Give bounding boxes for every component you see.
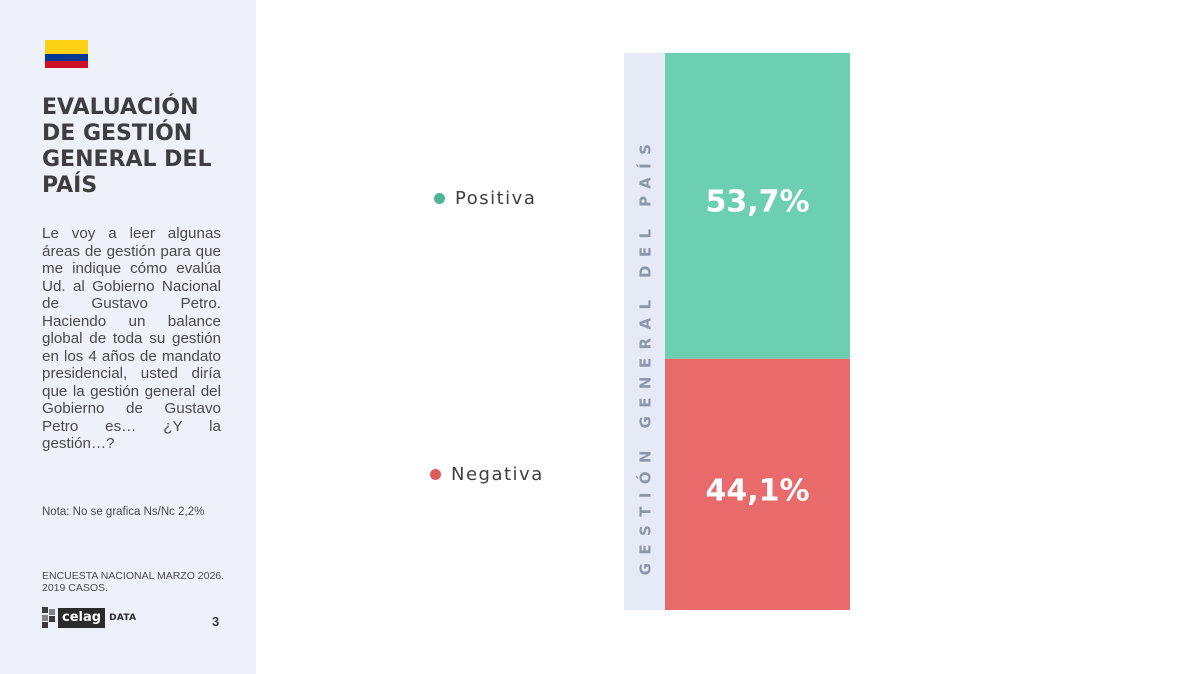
stacked-bar-chart: GESTIÓN GENERAL DEL PAÍS 53,7% 44,1%	[624, 53, 850, 610]
legend-item-negativa: Negativa	[430, 464, 544, 485]
bar-segment-negativa	[665, 358, 850, 610]
colombia-flag-icon	[45, 40, 88, 68]
page-number: 3	[212, 614, 220, 629]
legend-item-positiva: Positiva	[434, 188, 536, 209]
legend-dot-negativa-icon	[430, 469, 441, 480]
logo-wordmark: celag	[58, 608, 106, 628]
data-label-positiva: 53,7%	[705, 184, 809, 219]
legend-dot-positiva-icon	[434, 193, 445, 204]
logo-suffix: DATA	[109, 613, 137, 623]
celag-logo-mark-icon	[42, 607, 56, 629]
footnote: Nota: No se grafica Ns/Nc 2,2%	[42, 506, 205, 518]
data-label-negativa: 44,1%	[705, 473, 809, 508]
flag-stripe-blue	[45, 54, 88, 61]
sidebar: EVALUACIÓN DE GESTIÓN GENERAL DEL PAÍS L…	[0, 0, 256, 674]
category-label: GESTIÓN GENERAL DEL PAÍS	[636, 136, 655, 576]
flag-stripe-red	[45, 61, 88, 68]
legend-label-negativa: Negativa	[451, 464, 544, 485]
legend-label-positiva: Positiva	[455, 188, 537, 209]
flag-stripe-yellow	[45, 40, 88, 54]
survey-question: Le voy a leer algunas áreas de gestión p…	[42, 225, 221, 452]
celag-logo: celag DATA	[42, 607, 136, 629]
bar-segment-positiva	[665, 53, 850, 359]
survey-source: ENCUESTA NACIONAL MARZO 2026. 2019 CASOS…	[42, 570, 225, 594]
slide-title: EVALUACIÓN DE GESTIÓN GENERAL DEL PAÍS	[42, 95, 212, 198]
category-band	[624, 53, 665, 610]
